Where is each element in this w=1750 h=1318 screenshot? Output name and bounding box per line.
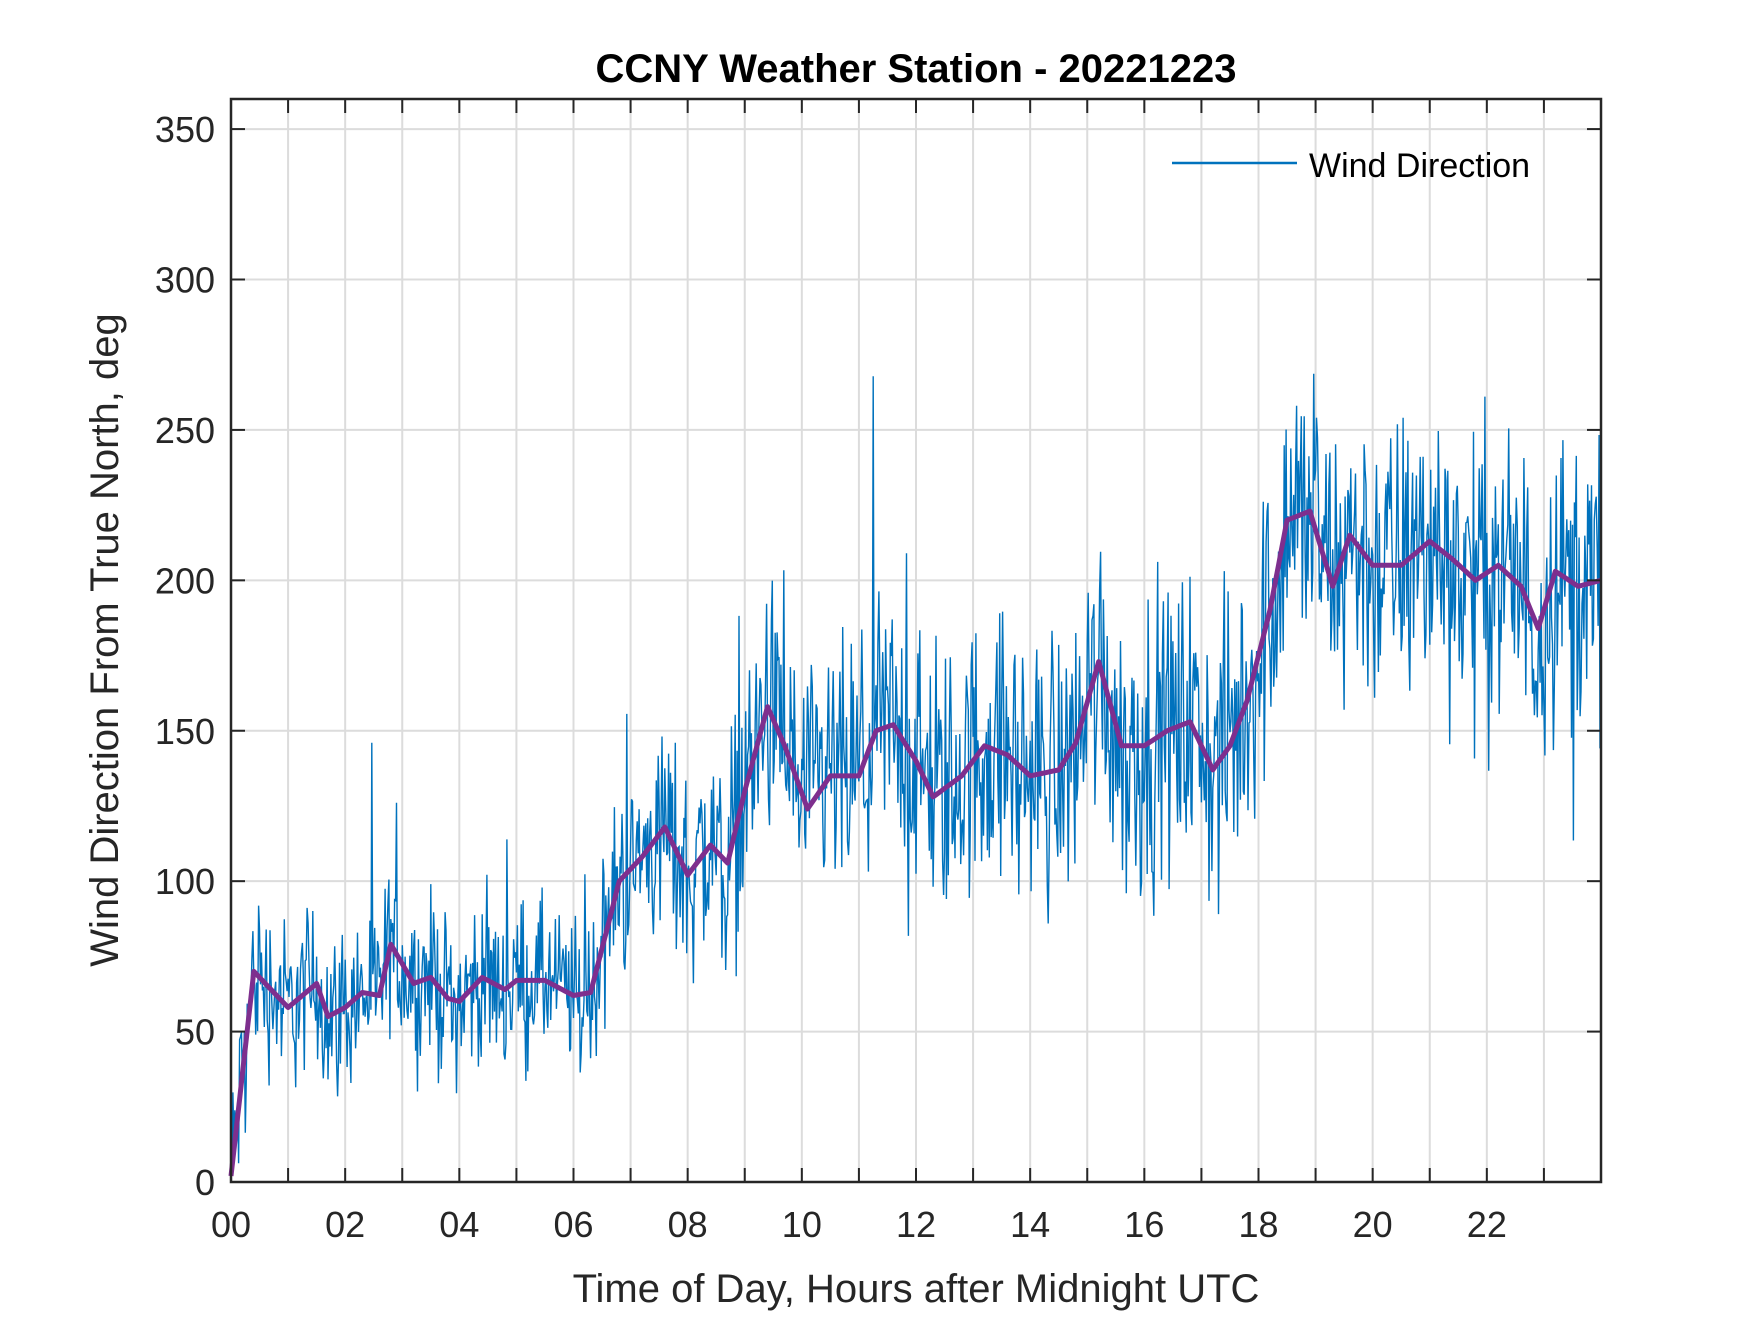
x-tick-label: 18 (1238, 1204, 1278, 1245)
y-tick-label: 250 (155, 410, 215, 451)
y-tick-label: 50 (175, 1012, 215, 1053)
y-tick-label: 0 (195, 1162, 215, 1203)
y-tick-label: 200 (155, 560, 215, 601)
y-axis-label: Wind Direction From True North, deg (83, 313, 127, 967)
wind-direction-smoothed-line (228, 508, 1602, 1177)
x-tick-label: 08 (668, 1204, 708, 1245)
x-tick-label: 12 (896, 1204, 936, 1245)
legend: Wind Direction (1172, 147, 1530, 185)
x-tick-label: 00 (211, 1204, 251, 1245)
x-tick-label: 04 (439, 1204, 479, 1245)
plot-area (228, 373, 1602, 1177)
y-tick-label: 300 (155, 260, 215, 301)
x-tick-label: 02 (325, 1204, 365, 1245)
x-tick-label: 16 (1124, 1204, 1164, 1245)
x-tick-label: 22 (1467, 1204, 1507, 1245)
chart-title: CCNY Weather Station - 20221223 (596, 47, 1237, 91)
axes: 00 02 04 06 08 10 12 14 16 18 20 22 0 50 100 150 200 250 3… (155, 97, 1603, 1245)
x-tick-label: 14 (1010, 1204, 1050, 1245)
wind-direction-raw-line (230, 373, 1601, 1177)
y-tick-label: 100 (155, 861, 215, 902)
x-tick-label: 10 (782, 1204, 822, 1245)
y-tick-label: 150 (155, 711, 215, 752)
x-tick-label: 06 (553, 1204, 593, 1245)
legend-label-wind-direction: Wind Direction (1309, 147, 1530, 185)
y-tick-label: 350 (155, 109, 215, 150)
x-axis-label: Time of Day, Hours after Midnight UTC (573, 1267, 1260, 1311)
x-tick-label: 20 (1353, 1204, 1393, 1245)
